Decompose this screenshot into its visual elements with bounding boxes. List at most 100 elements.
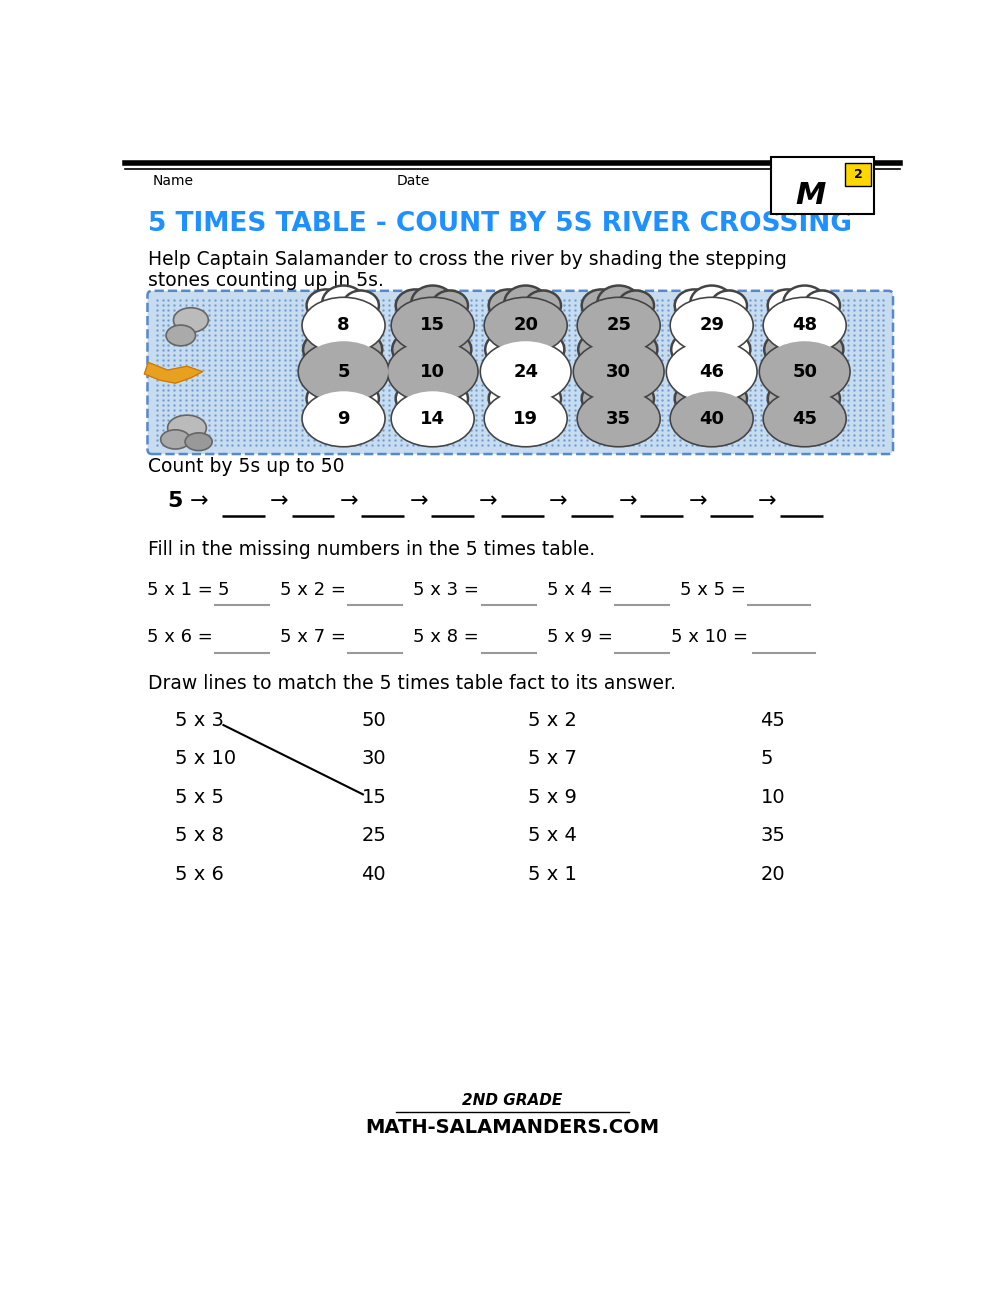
Ellipse shape <box>764 331 807 367</box>
Text: 5 TIMES TABLE - COUNT BY 5S RIVER CROSSING: 5 TIMES TABLE - COUNT BY 5S RIVER CROSSI… <box>148 211 852 237</box>
Ellipse shape <box>485 391 567 446</box>
Text: 5: 5 <box>761 749 773 769</box>
Ellipse shape <box>504 286 547 320</box>
Ellipse shape <box>574 340 664 402</box>
Ellipse shape <box>578 331 621 367</box>
Ellipse shape <box>675 383 714 415</box>
Text: MATH-SALAMANDERS.COM: MATH-SALAMANDERS.COM <box>365 1118 660 1136</box>
Ellipse shape <box>303 298 384 353</box>
Ellipse shape <box>783 379 826 413</box>
Ellipse shape <box>432 291 468 321</box>
Text: 2: 2 <box>854 168 863 181</box>
Polygon shape <box>144 362 202 383</box>
Ellipse shape <box>525 384 561 414</box>
Text: 5 x 3 =: 5 x 3 = <box>413 581 479 599</box>
Text: 15: 15 <box>420 317 445 334</box>
Ellipse shape <box>582 383 621 415</box>
Ellipse shape <box>173 308 208 333</box>
Ellipse shape <box>671 298 753 353</box>
Ellipse shape <box>322 286 365 320</box>
Ellipse shape <box>574 342 663 402</box>
Text: 40: 40 <box>699 410 724 427</box>
Text: 5 x 10 =: 5 x 10 = <box>671 629 748 646</box>
Ellipse shape <box>161 430 190 449</box>
Text: 25: 25 <box>606 317 631 334</box>
Ellipse shape <box>582 290 621 322</box>
Text: →: → <box>688 490 707 511</box>
Text: 40: 40 <box>361 864 386 884</box>
Ellipse shape <box>303 391 384 446</box>
Ellipse shape <box>667 340 757 402</box>
Ellipse shape <box>671 331 714 367</box>
Text: 5 x 2: 5 x 2 <box>528 710 577 730</box>
Ellipse shape <box>388 340 478 402</box>
Ellipse shape <box>411 379 454 413</box>
Ellipse shape <box>392 391 473 446</box>
Ellipse shape <box>764 298 845 353</box>
Text: 45: 45 <box>792 410 817 427</box>
Text: 35: 35 <box>761 827 785 845</box>
Ellipse shape <box>595 327 642 365</box>
Ellipse shape <box>671 298 752 353</box>
Text: 5 x 10: 5 x 10 <box>175 749 237 769</box>
Ellipse shape <box>343 384 379 414</box>
Text: Date: Date <box>396 175 430 189</box>
FancyBboxPatch shape <box>771 157 874 214</box>
Text: 5 x 7: 5 x 7 <box>528 749 577 769</box>
Ellipse shape <box>388 342 477 402</box>
Ellipse shape <box>302 391 385 446</box>
Text: Fill in the missing numbers in the 5 times table.: Fill in the missing numbers in the 5 tim… <box>148 540 595 559</box>
Text: 8: 8 <box>337 317 350 334</box>
Ellipse shape <box>409 327 456 365</box>
Ellipse shape <box>675 290 714 322</box>
Ellipse shape <box>525 333 564 366</box>
Ellipse shape <box>392 391 474 446</box>
Ellipse shape <box>667 342 756 402</box>
Ellipse shape <box>764 298 846 353</box>
Text: 24: 24 <box>513 362 538 380</box>
Ellipse shape <box>432 333 471 366</box>
Ellipse shape <box>525 291 561 321</box>
Ellipse shape <box>688 327 735 365</box>
Text: 20: 20 <box>761 864 785 884</box>
Text: 5 x 4 =: 5 x 4 = <box>547 581 612 599</box>
Ellipse shape <box>783 286 826 320</box>
Text: 25: 25 <box>361 827 386 845</box>
Ellipse shape <box>597 286 640 320</box>
Ellipse shape <box>504 379 547 413</box>
Text: 50: 50 <box>361 710 386 730</box>
Ellipse shape <box>396 383 435 415</box>
Text: Count by 5s up to 50: Count by 5s up to 50 <box>148 457 345 476</box>
Ellipse shape <box>760 342 849 402</box>
Ellipse shape <box>302 298 385 353</box>
Text: 5 x 7 =: 5 x 7 = <box>280 629 346 646</box>
Ellipse shape <box>185 433 212 450</box>
Ellipse shape <box>343 291 379 321</box>
FancyBboxPatch shape <box>845 163 871 186</box>
Ellipse shape <box>578 391 659 446</box>
Text: →: → <box>340 490 358 511</box>
Text: 5 x 3: 5 x 3 <box>175 710 224 730</box>
Ellipse shape <box>168 415 206 440</box>
Text: Draw lines to match the 5 times table fact to its answer.: Draw lines to match the 5 times table fa… <box>148 674 676 694</box>
Ellipse shape <box>320 327 367 365</box>
Ellipse shape <box>804 333 843 366</box>
FancyBboxPatch shape <box>147 291 893 454</box>
Ellipse shape <box>343 333 382 366</box>
Text: 15: 15 <box>361 788 386 807</box>
Ellipse shape <box>322 379 365 413</box>
Ellipse shape <box>618 384 654 414</box>
Text: →: → <box>270 490 289 511</box>
Text: Help Captain Salamander to cross the river by shading the stepping: Help Captain Salamander to cross the riv… <box>148 251 787 269</box>
Ellipse shape <box>489 383 528 415</box>
Ellipse shape <box>578 298 660 353</box>
Text: →: → <box>189 490 208 511</box>
Text: 19: 19 <box>513 410 538 427</box>
Text: 5: 5 <box>337 362 350 380</box>
Text: 5 x 9: 5 x 9 <box>528 788 577 807</box>
Text: 5 x 8 =: 5 x 8 = <box>413 629 479 646</box>
Text: 10: 10 <box>761 788 785 807</box>
Text: 5 x 8: 5 x 8 <box>175 827 224 845</box>
Ellipse shape <box>597 379 640 413</box>
Ellipse shape <box>299 340 388 402</box>
